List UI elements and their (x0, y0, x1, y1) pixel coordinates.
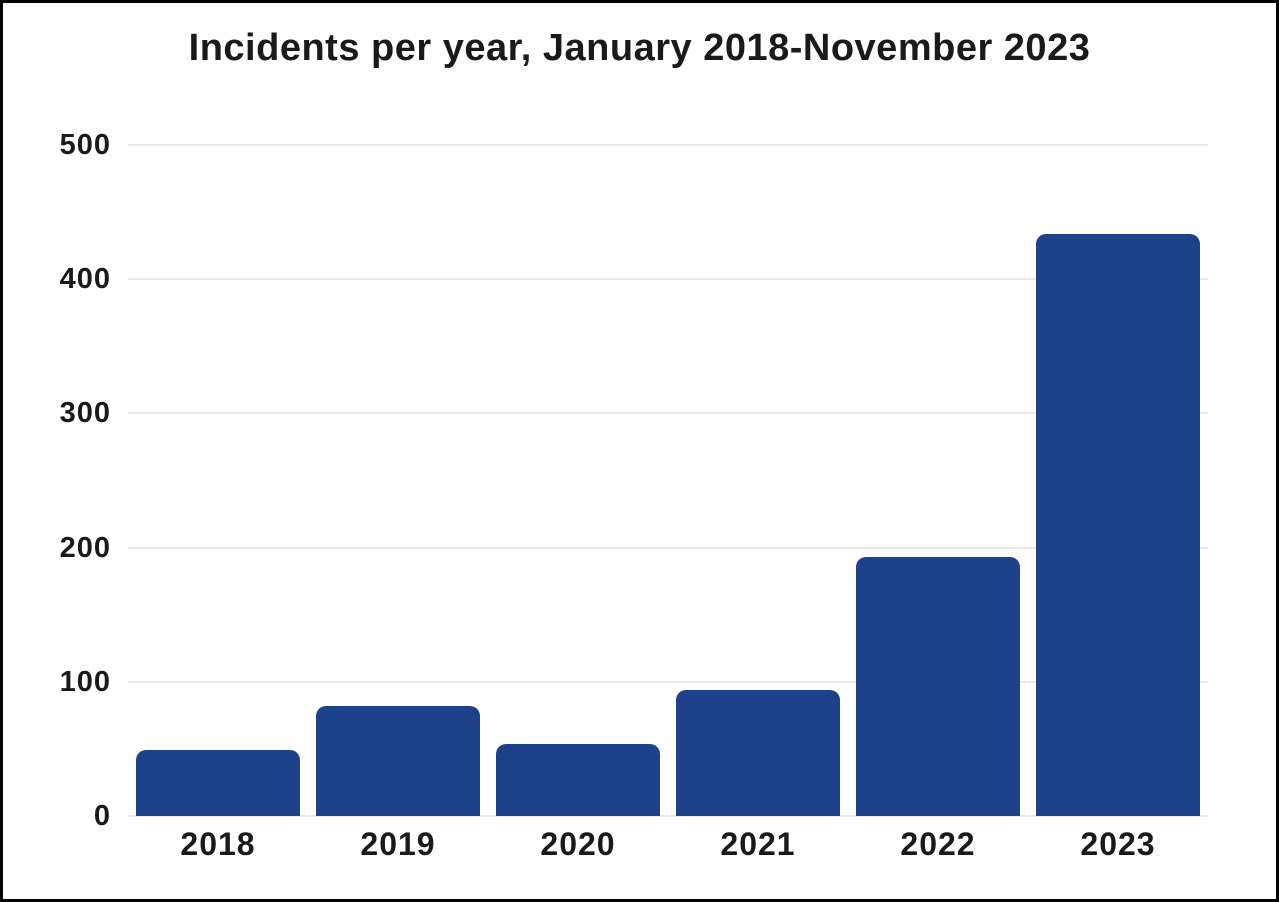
x-tick-label-2018: 2018 (180, 826, 256, 862)
gridline-y-200 (128, 546, 1208, 549)
gridline-y-100 (128, 680, 1208, 683)
bar-2018 (136, 750, 300, 816)
bar-2020 (496, 743, 660, 816)
x-tick-label-2023: 2023 (1080, 826, 1156, 862)
x-tick-label-2020: 2020 (540, 826, 616, 862)
y-tick-label-400: 400 (59, 263, 111, 296)
y-tick-label-0: 0 (93, 800, 111, 832)
bar-2019 (316, 705, 480, 816)
gridline-y-0 (128, 815, 1208, 817)
bar-2021 (676, 689, 840, 816)
y-tick-label-200: 200 (59, 531, 111, 564)
x-tick-label-2022: 2022 (900, 826, 976, 862)
gridline-y-300 (128, 412, 1208, 415)
y-tick-label-300: 300 (59, 397, 111, 430)
bar-2022 (856, 556, 1020, 816)
bar-chart-plot: 0 100 200 300 400 500 2018 2019 2020 2021 2022 202… (3, 3, 1276, 899)
gridline-y-500 (128, 144, 1208, 146)
chart-title: Incidents per year, January 2018-Novembe… (188, 27, 1091, 69)
x-tick-label-2021: 2021 (720, 826, 796, 862)
y-tick-label-500: 500 (59, 129, 111, 161)
y-tick-label-100: 100 (59, 665, 111, 698)
x-tick-label-2019: 2019 (360, 826, 436, 862)
gridline-y-400 (128, 278, 1208, 281)
bar-2023 (1036, 233, 1200, 816)
